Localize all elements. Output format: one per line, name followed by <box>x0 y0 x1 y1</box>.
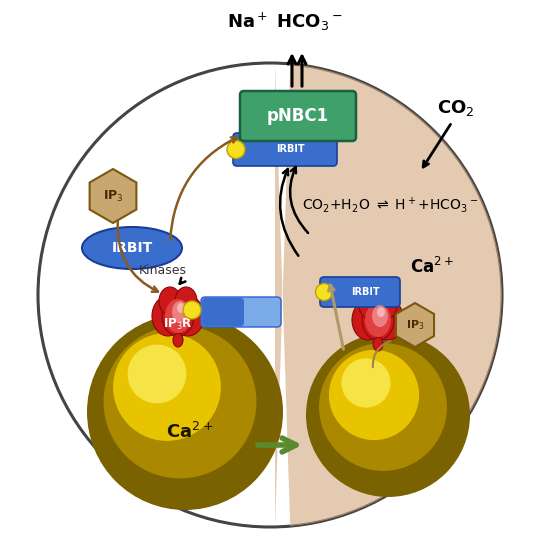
Ellipse shape <box>362 300 394 340</box>
Polygon shape <box>396 303 434 347</box>
Circle shape <box>227 140 245 159</box>
Ellipse shape <box>377 307 385 317</box>
FancyBboxPatch shape <box>240 91 356 141</box>
FancyBboxPatch shape <box>320 277 400 307</box>
Text: Ca$^{2+}$: Ca$^{2+}$ <box>410 257 454 277</box>
Text: IP$_3$R: IP$_3$R <box>163 316 193 331</box>
FancyBboxPatch shape <box>233 133 337 166</box>
Polygon shape <box>275 63 502 527</box>
Text: IP$_3$: IP$_3$ <box>406 318 425 332</box>
Ellipse shape <box>372 300 404 340</box>
Ellipse shape <box>372 305 388 327</box>
Ellipse shape <box>152 296 184 336</box>
Ellipse shape <box>173 333 183 347</box>
Ellipse shape <box>165 299 191 333</box>
Circle shape <box>38 63 502 527</box>
Text: IP$_3$: IP$_3$ <box>103 189 123 204</box>
Text: CO$_2$+H$_2$O $\rightleftharpoons$ H$^+$+HCO$_3$$^-$: CO$_2$+H$_2$O $\rightleftharpoons$ H$^+$… <box>302 195 478 215</box>
Text: pNBC1: pNBC1 <box>267 107 329 125</box>
Ellipse shape <box>82 227 182 269</box>
FancyBboxPatch shape <box>201 297 281 327</box>
Circle shape <box>87 314 283 510</box>
Ellipse shape <box>177 303 185 313</box>
Circle shape <box>319 343 447 471</box>
Ellipse shape <box>352 300 384 340</box>
Text: IRBIT: IRBIT <box>276 144 304 154</box>
Circle shape <box>329 350 419 440</box>
Polygon shape <box>89 169 137 223</box>
Text: CO$_2$: CO$_2$ <box>437 98 475 118</box>
Ellipse shape <box>172 296 204 336</box>
Ellipse shape <box>172 301 188 323</box>
Ellipse shape <box>175 287 197 315</box>
Circle shape <box>128 345 186 403</box>
Text: Kinases: Kinases <box>139 264 187 276</box>
Circle shape <box>315 284 332 300</box>
Text: Ca$^{2+}$: Ca$^{2+}$ <box>166 422 214 442</box>
Circle shape <box>113 333 221 441</box>
Ellipse shape <box>159 287 181 315</box>
Ellipse shape <box>375 291 397 319</box>
Circle shape <box>104 326 256 478</box>
Circle shape <box>183 301 201 319</box>
Circle shape <box>306 333 470 497</box>
FancyBboxPatch shape <box>202 298 244 326</box>
Ellipse shape <box>373 337 383 351</box>
Text: Na$^+$ HCO$_3$$^-$: Na$^+$ HCO$_3$$^-$ <box>227 11 343 33</box>
Ellipse shape <box>162 296 194 336</box>
Text: IRBIT: IRBIT <box>351 287 379 297</box>
Circle shape <box>341 359 391 407</box>
Ellipse shape <box>359 291 381 319</box>
Ellipse shape <box>365 303 391 337</box>
Text: IRBIT: IRBIT <box>112 241 153 255</box>
